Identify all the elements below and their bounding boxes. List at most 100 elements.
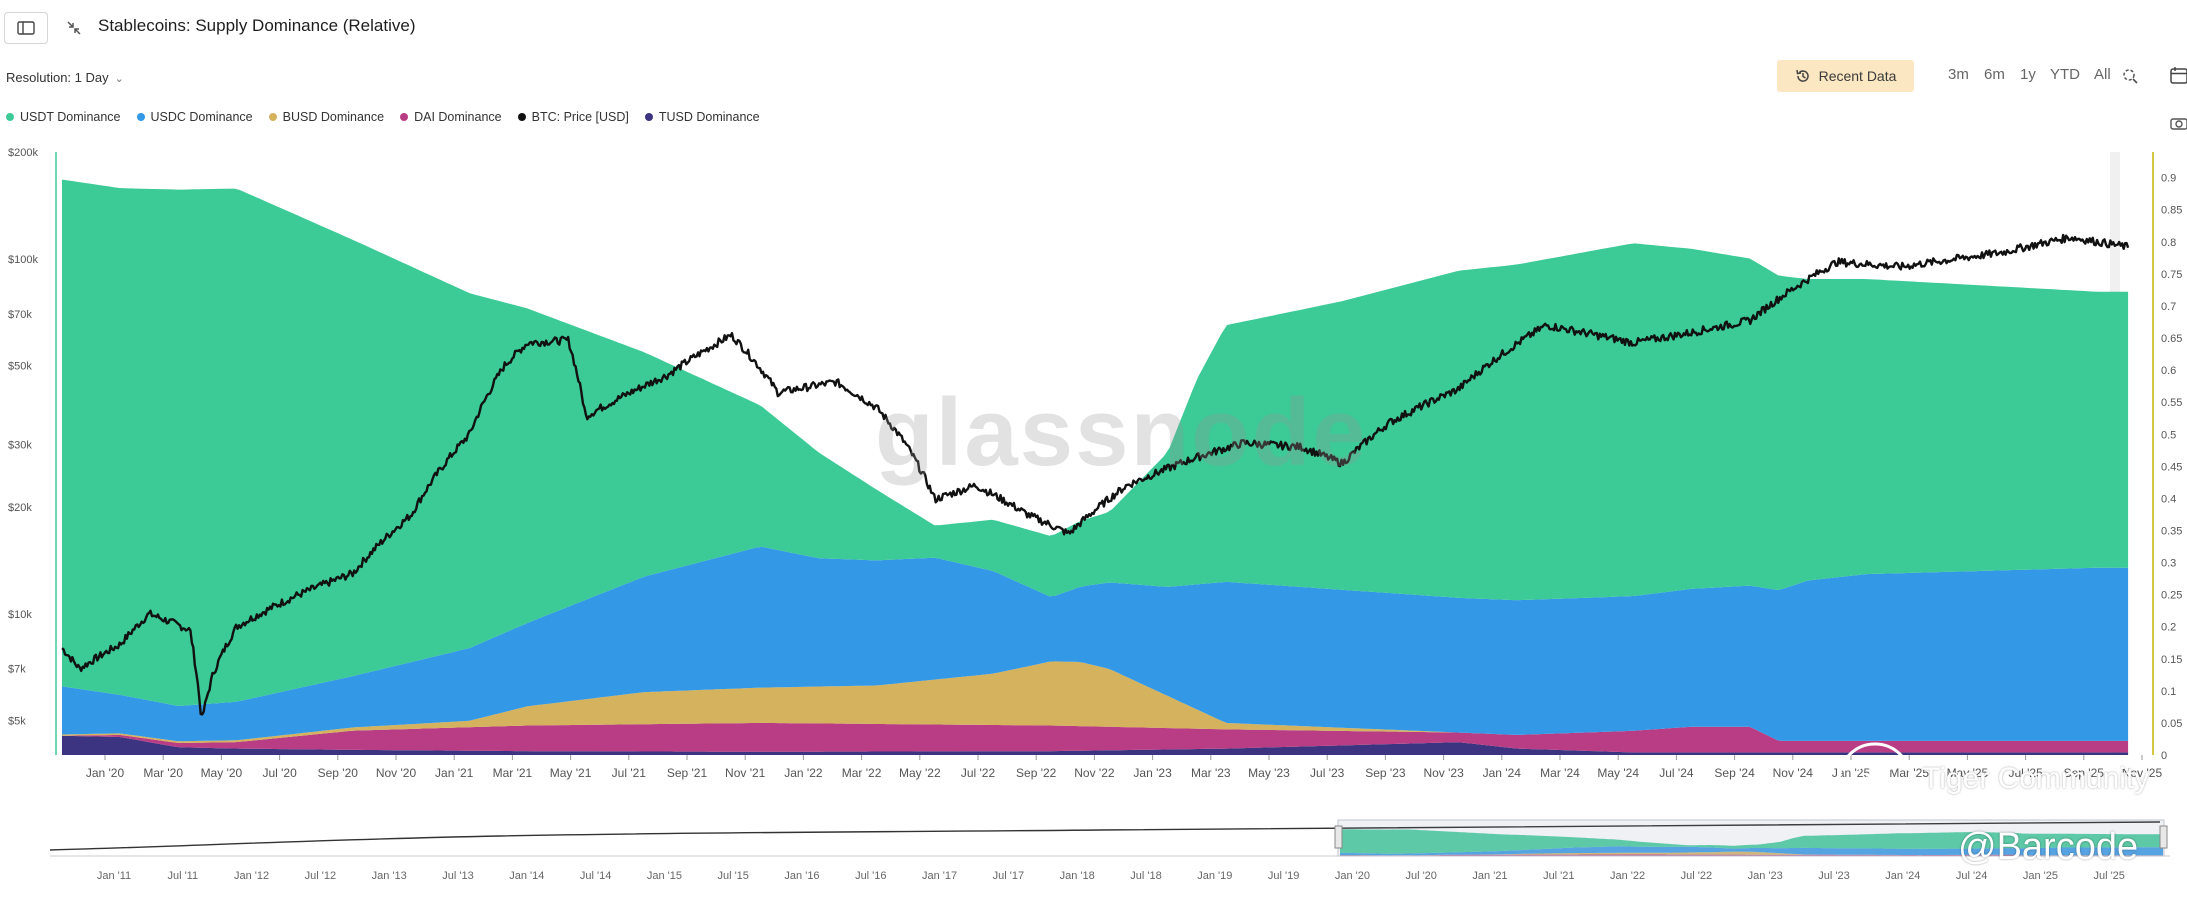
navigator-tick-label: Jul '11: [167, 870, 198, 882]
left-axis-tick-label: $100k: [8, 254, 38, 266]
range-3m-button[interactable]: 3m: [1948, 66, 1969, 83]
x-axis-tick-label: Sep '24: [1714, 766, 1755, 780]
navigator-right-handle[interactable]: [2159, 825, 2168, 849]
right-axis-tick-label: 0.7: [2161, 301, 2176, 313]
navigator-tick-label: Jan '17: [922, 870, 957, 882]
x-axis-tick-label: May '24: [1597, 766, 1639, 780]
navigator-tick-label: Jul '21: [1543, 870, 1574, 882]
navigator-tick-label: Jul '18: [1130, 870, 1161, 882]
page-title: Stablecoins: Supply Dominance (Relative): [98, 16, 416, 35]
legend-btc[interactable]: BTC: Price [USD]: [517, 110, 629, 124]
collapse-arrows-icon[interactable]: [66, 20, 82, 36]
right-axis-tick-label: 0.75: [2161, 269, 2182, 281]
navigator-tick-label: Jul '15: [717, 870, 748, 882]
x-axis-tick-label: Jul '22: [961, 766, 996, 780]
range-ytd-button[interactable]: YTD: [2050, 66, 2080, 83]
right-axis-tick-label: 0.15: [2161, 654, 2182, 666]
legend-dot: [268, 113, 277, 121]
right-axis-tick-label: 0.6: [2161, 365, 2176, 377]
navigator-tick-label: Jul '24: [1956, 870, 1987, 882]
zoom-icon[interactable]: [2121, 67, 2139, 85]
navigator-tick-label: Jan '24: [1885, 870, 1920, 882]
x-axis-tick-label: Jul '20: [262, 766, 297, 780]
navigator-tick-label: Jul '14: [580, 870, 611, 882]
navigator-btc-line: [49, 821, 2161, 851]
area-busd-dominance: [62, 661, 2129, 743]
legend-usdt[interactable]: USDT Dominance: [6, 110, 121, 124]
x-axis-tick-label: Nov '20: [376, 766, 417, 780]
navigator-tick-label: Jul '19: [1268, 870, 1299, 882]
legend-dot: [400, 113, 409, 121]
area-tusd-dominance: [62, 735, 2129, 755]
navigator-tick-label: Jul '23: [1818, 870, 1849, 882]
legend-label: USDC Dominance: [150, 110, 253, 124]
navigator-left-handle[interactable]: [1334, 825, 1343, 849]
left-axis-tick-label: $20k: [8, 502, 32, 514]
x-axis-tick-label: Jan '23: [1133, 766, 1172, 780]
left-axis-tick-label: $30k: [8, 439, 32, 451]
legend-busd[interactable]: BUSD Dominance: [268, 110, 385, 124]
left-axis-tick-label: $50k: [8, 361, 32, 373]
range-all-button[interactable]: All: [2094, 66, 2111, 83]
resolution-label: Resolution: 1 Day: [6, 70, 109, 85]
x-axis-tick-label: Jan '21: [435, 766, 474, 780]
navigator-tick-label: Jan '14: [509, 870, 544, 882]
right-axis-tick-label: 0.1: [2161, 686, 2176, 698]
range-1y-button[interactable]: 1y: [2020, 66, 2036, 83]
sidebar-panel-icon: [17, 21, 35, 35]
navigator-tick-label: Jan '12: [234, 870, 269, 882]
sidebar-toggle-button[interactable]: [4, 12, 48, 44]
legend-dot: [644, 113, 653, 121]
left-axis-tick-label: $70k: [8, 309, 32, 321]
x-axis-tick-label: Sep '21: [667, 766, 708, 780]
navigator-tick-label: Jan '11: [97, 870, 131, 882]
right-axis-tick-label: 0.55: [2161, 397, 2182, 409]
x-axis-tick-label: Mar '24: [1540, 766, 1580, 780]
left-axis-tick-label: $7k: [8, 664, 26, 676]
right-axis-tick-label: 0.2: [2161, 622, 2176, 634]
legend-label: BTC: Price [USD]: [531, 110, 629, 124]
recent-data-button[interactable]: Recent Data: [1777, 60, 1914, 92]
legend-label: BUSD Dominance: [282, 110, 385, 124]
navigator-tick-label: Jan '19: [1197, 870, 1232, 882]
right-axis-tick-label: 0.25: [2161, 590, 2182, 602]
x-axis-tick-label: Mar '20: [143, 766, 183, 780]
navigator-tick-label: Jan '20: [1335, 870, 1370, 882]
x-axis-tick-label: Nov '22: [1074, 766, 1115, 780]
right-axis-tick-label: 0.35: [2161, 525, 2182, 537]
navigator[interactable]: Jan '11 Jul '11 Jan '12 Jul '12 Jan '13 Jul '…: [49, 819, 2170, 882]
navigator-tick-label: Jul '17: [993, 870, 1024, 882]
legend-label: USDT Dominance: [20, 110, 121, 124]
x-axis-tick-label: Sep '20: [318, 766, 359, 780]
navigator-tick-label: Jul '25: [2093, 870, 2124, 882]
x-axis-tick-label: Sep '22: [1016, 766, 1057, 780]
resolution-select[interactable]: Resolution: 1 Day ⌄: [6, 70, 124, 85]
barcode-watermark: @Barcode: [1958, 826, 2139, 868]
top-bar: Stablecoins: Supply Dominance (Relative): [0, 0, 2187, 56]
glassnode-watermark: glassnode: [875, 379, 1368, 486]
navigator-tick-label: Jan '25: [2023, 870, 2058, 882]
legend-dai[interactable]: DAI Dominance: [400, 110, 502, 124]
tiger-logo-icon: [1837, 742, 1913, 818]
left-axis-tick-label: $10k: [8, 609, 32, 621]
chart-legend: USDT Dominance USDC Dominance BUSD Domin…: [6, 110, 776, 124]
calendar-icon[interactable]: [2170, 66, 2187, 84]
x-axis-tick-label: Jan '22: [784, 766, 823, 780]
navigator-tick-label: Jan '18: [1060, 870, 1095, 882]
x-axis-tick-label: May '22: [899, 766, 941, 780]
x-axis-tick-label: Sep '23: [1365, 766, 1406, 780]
left-axis-tick-label: $200k: [8, 147, 38, 159]
x-axis-tick-label: Jul '21: [612, 766, 647, 780]
right-axis-tick-label: 0.9: [2161, 173, 2176, 185]
x-axis-tick-label: May '21: [550, 766, 592, 780]
legend-label: DAI Dominance: [414, 110, 502, 124]
range-6m-button[interactable]: 6m: [1984, 66, 2005, 83]
area-usdc-dominance: [62, 546, 2129, 742]
x-axis-tick-label: Mar '21: [493, 766, 533, 780]
right-axis-tick-label: 0.45: [2161, 461, 2182, 473]
legend-tusd[interactable]: TUSD Dominance: [644, 110, 760, 124]
legend-usdc[interactable]: USDC Dominance: [136, 110, 253, 124]
chevron-down-icon: ⌄: [114, 73, 124, 85]
camera-icon[interactable]: [2170, 116, 2187, 130]
x-axis-tick-label: Jul '23: [1310, 766, 1345, 780]
